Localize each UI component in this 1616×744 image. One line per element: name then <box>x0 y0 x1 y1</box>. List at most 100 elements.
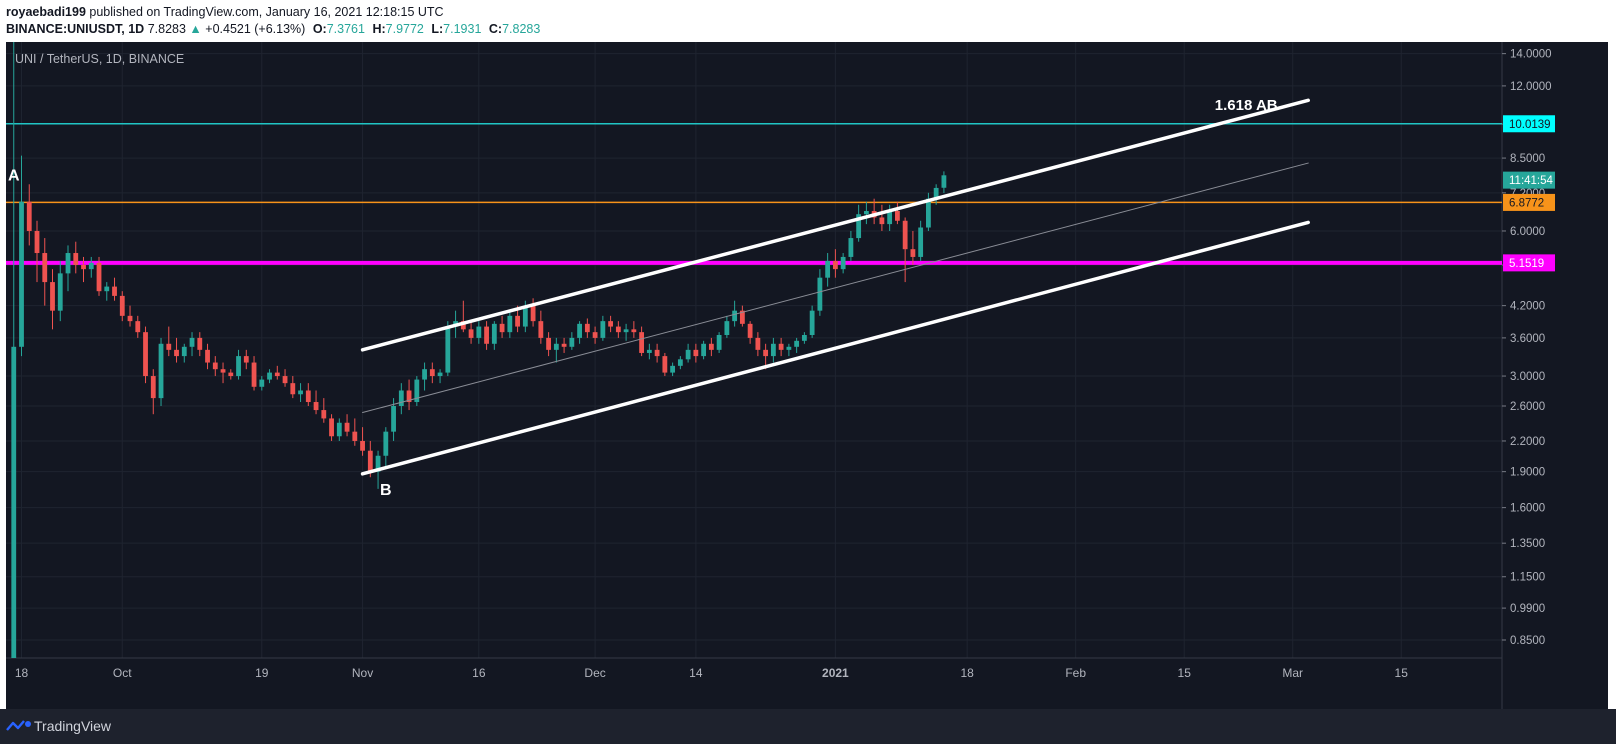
tradingview-logo-icon[interactable] <box>6 718 32 734</box>
candle-down <box>910 230 916 265</box>
candle-down <box>484 321 489 350</box>
candle-body <box>817 277 823 311</box>
y-tick-label: 3.0000 <box>1510 371 1545 383</box>
candle-up <box>863 201 869 225</box>
candle-body <box>600 321 606 338</box>
candle-body <box>174 349 179 357</box>
candle-up <box>19 155 24 357</box>
y-tick-label: 2.6000 <box>1510 401 1545 413</box>
channel-line-upper <box>360 98 1310 352</box>
candle-up <box>809 305 815 338</box>
candle-body <box>468 329 474 338</box>
candle-up <box>57 260 63 322</box>
candle-body <box>290 383 296 395</box>
candle-body <box>205 349 210 363</box>
candle-body <box>515 315 520 327</box>
candle-body <box>96 262 102 292</box>
candle-up <box>491 321 497 350</box>
candle-down <box>561 337 567 353</box>
candle-up <box>716 332 722 353</box>
candle-up <box>732 300 738 327</box>
countdown-tag-bg <box>1503 171 1555 189</box>
candle-body <box>119 295 125 316</box>
chart-container[interactable]: 14.000012.000010.00008.50007.20006.00005… <box>6 42 1608 709</box>
candle-body <box>26 201 32 231</box>
y-tick-label: 14.0000 <box>1510 49 1552 61</box>
candle-up <box>65 245 71 292</box>
candle-up <box>670 362 676 377</box>
candle-body <box>941 175 947 188</box>
x-tick-label: Mar <box>1282 666 1303 680</box>
level-price-tag: 6.8772 <box>1503 193 1555 211</box>
candle-body <box>398 390 404 407</box>
candle-body <box>879 217 885 225</box>
candle-body <box>584 323 590 333</box>
candle-down <box>251 356 257 391</box>
plot-area <box>6 42 1502 658</box>
candle-body <box>344 422 350 432</box>
candle-up <box>437 369 443 384</box>
candle-body <box>259 379 265 387</box>
tradingview-brand[interactable]: TradingView <box>34 718 112 734</box>
candle-body <box>708 343 714 350</box>
candle-body <box>422 369 427 380</box>
candle-body <box>220 369 226 373</box>
candle-up <box>685 343 691 363</box>
candle-up <box>11 42 17 658</box>
candle-body <box>631 329 637 333</box>
candle-body <box>112 286 117 296</box>
candle-down <box>615 321 621 338</box>
price-chart[interactable]: 14.000012.000010.00008.50007.20006.00005… <box>6 42 1608 709</box>
open-label: O: <box>312 22 327 36</box>
candle-body <box>856 214 862 239</box>
candle-body <box>910 249 916 257</box>
symbol-label: BINANCE:UNIUSDT, 1D <box>6 22 145 36</box>
candle-up <box>817 269 823 316</box>
candle-down <box>228 369 234 380</box>
candle-down <box>305 383 311 407</box>
candle-down <box>538 310 544 344</box>
low-label: L: <box>431 22 444 36</box>
change-up-icon: ▲ <box>189 22 202 36</box>
candle-down <box>592 326 598 344</box>
candle-up <box>259 376 265 391</box>
author-name[interactable]: royaebadi199 <box>6 5 86 19</box>
candle-body <box>57 273 63 311</box>
candle-down <box>205 343 210 370</box>
x-tick-label: Feb <box>1065 666 1086 680</box>
y-tick-label: 1.1500 <box>1510 572 1545 584</box>
candle-up <box>677 356 683 370</box>
candle-down <box>499 315 505 338</box>
candle-up <box>933 184 939 205</box>
candle-body <box>933 187 939 199</box>
candle-body <box>677 359 683 366</box>
candle-down <box>902 217 908 283</box>
candle-body <box>189 337 195 347</box>
annotation-label: 1.618 AB <box>1215 97 1278 114</box>
y-tick-label: 4.2000 <box>1510 301 1545 313</box>
candle-body <box>763 349 769 357</box>
x-tick-label: 2021 <box>822 666 849 680</box>
candle-body <box>336 422 342 437</box>
candle-up <box>181 343 187 363</box>
candle-body <box>135 321 141 333</box>
candle-down <box>81 256 86 283</box>
candle-body <box>298 390 303 395</box>
candle-body <box>654 349 660 357</box>
x-tick-label: 14 <box>689 666 703 680</box>
y-tick-label: 6.0000 <box>1510 226 1545 238</box>
candle-up <box>918 220 924 261</box>
level-price-tag-bg <box>1503 115 1555 133</box>
candle-up <box>801 332 807 344</box>
level-price-tag-bg <box>1503 254 1555 272</box>
y-tick-label: 3.6000 <box>1510 333 1545 345</box>
candle-down <box>584 318 590 338</box>
candle-body <box>243 356 249 363</box>
candle-down <box>739 305 745 327</box>
candle-body <box>150 376 156 399</box>
candle-down <box>708 337 714 357</box>
candle-up <box>236 349 241 380</box>
candle-body <box>825 260 831 278</box>
candle-body <box>530 305 536 322</box>
candle-up <box>770 337 776 363</box>
